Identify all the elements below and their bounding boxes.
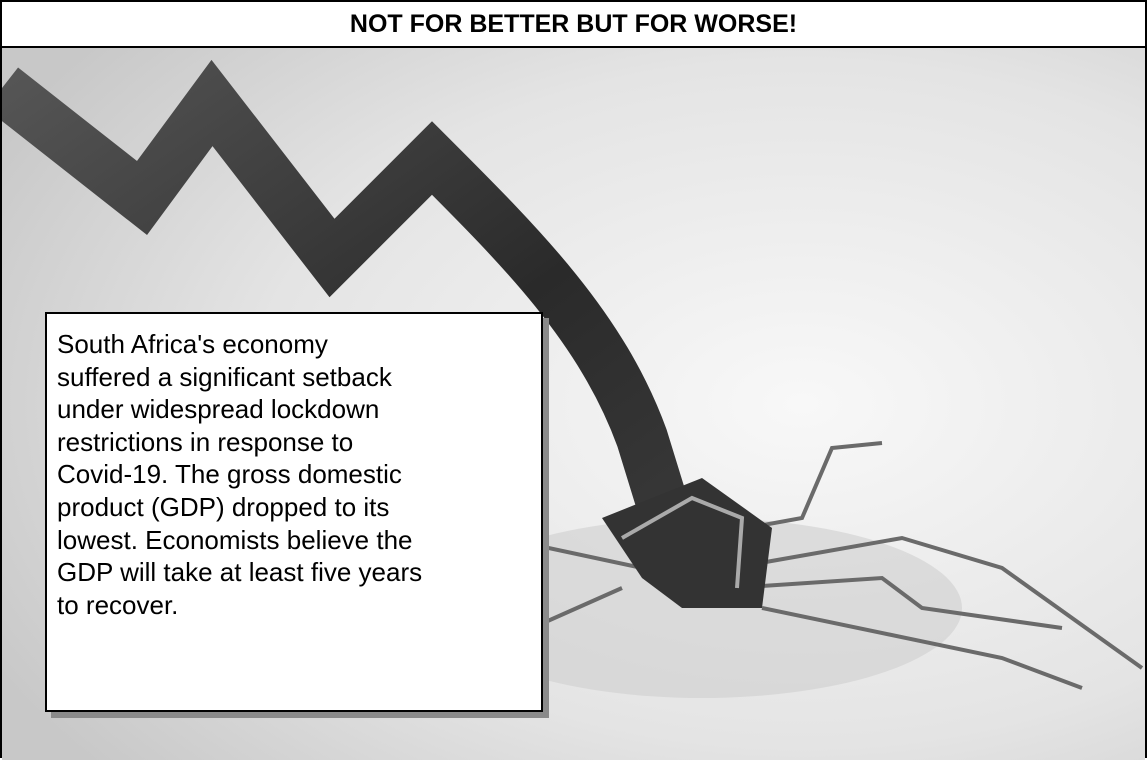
text-line: Covid-19. The gross domestic [57, 458, 541, 491]
text-line: suffered a significant setback [57, 361, 541, 394]
title: NOT FOR BETTER BUT FOR WORSE! [2, 2, 1145, 48]
text-line: to recover. [57, 589, 541, 622]
page: NOT FOR BETTER BUT FOR WORSE! South Afri… [0, 0, 1147, 758]
text-line: restrictions in response to [57, 426, 541, 459]
text-line: GDP will take at least five years [57, 556, 541, 589]
text-line: lowest. Economists believe the [57, 524, 541, 557]
text-line: product (GDP) dropped to its [57, 491, 541, 524]
text-line: under widespread lockdown [57, 393, 541, 426]
text-line: South Africa's economy [57, 328, 541, 361]
frame: NOT FOR BETTER BUT FOR WORSE! South Afri… [0, 0, 1147, 758]
